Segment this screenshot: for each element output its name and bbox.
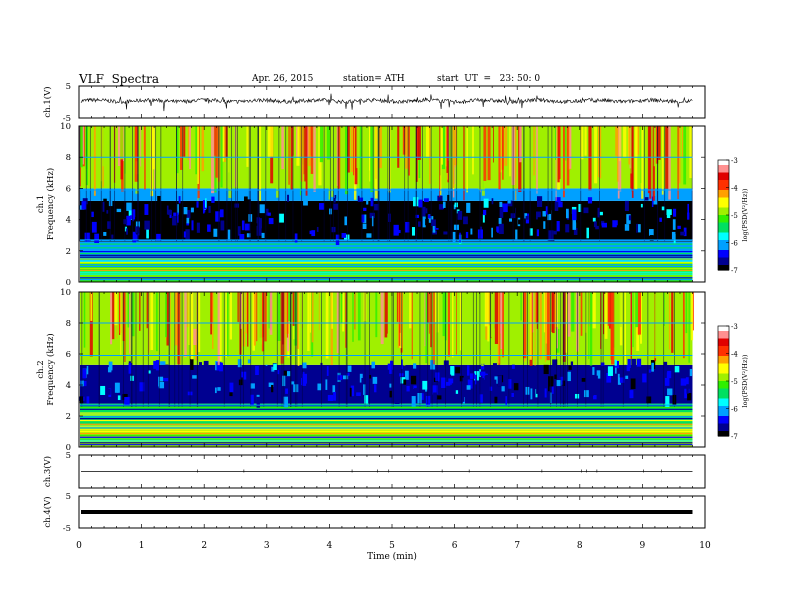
ch1-ytick-label: 0	[66, 278, 71, 288]
x-tick-label: 9	[640, 541, 646, 551]
ch1-colorbar-label: log(PSD(V²/Hz))	[741, 188, 749, 241]
ch2-ytick-label: 10	[60, 288, 71, 298]
ch1-ytick-label: 10	[60, 122, 71, 132]
ch1-ytick-label: 8	[66, 153, 71, 163]
ch1-colorbar-tick: -4	[731, 185, 738, 193]
ch1-colorbar-tick: -3	[731, 157, 738, 165]
ch2-colorbar-label: log(PSD(V²/Hz))	[741, 354, 749, 407]
ch2-colorbar-tick: -4	[731, 351, 738, 359]
ch1-colorbar-tick: -6	[731, 240, 738, 248]
ch4-ytick-label: 5	[66, 492, 71, 502]
ch1-ytick-label: 4	[66, 216, 71, 226]
ch1-colorbar: -3 -4 -5 -6 -7 log(PSD(V²/Hz))	[717, 157, 749, 275]
ch2-spectrogram-ylabel: ch.2Frequency (kHz)	[36, 333, 56, 405]
x-tick-label: 4	[327, 541, 333, 551]
ch2-ytick-label: 2	[66, 412, 71, 422]
ch2-ytick-label: 4	[66, 381, 71, 391]
ch1-colorbar-tick: -5	[731, 212, 738, 220]
ch2-colorbar: -3 -4 -5 -6 -7 log(PSD(V²/Hz))	[717, 323, 749, 441]
ch1-spectrogram-ylabel: ch.1Frequency (kHz)	[36, 168, 56, 240]
ch1-ytick-label: 2	[66, 247, 71, 257]
ch1-waveform-panel: 5 -5 ch.1(V)	[42, 82, 706, 124]
x-axis-label: Time (min)	[367, 551, 417, 562]
ch2-spectrogram-panel: 0 2 4 6 8 10 ch.2Frequency (kHz)	[36, 288, 706, 453]
ch1-ytick-label: 6	[66, 184, 71, 194]
ch3-ytick-label: 5	[66, 451, 71, 461]
x-tick-label: 10	[699, 541, 711, 551]
figure-title: VLF Spectra	[79, 72, 160, 86]
x-tick-label: 2	[201, 541, 207, 551]
x-tick-label: 6	[452, 541, 458, 551]
ch2-colorbar-tick: -3	[731, 323, 738, 331]
ch1-colorbar-tick: -7	[731, 267, 738, 275]
ch1-waveform-trace	[80, 93, 693, 112]
ch1-colorbar-gradient	[718, 160, 729, 271]
time-axis: 0 1 2 3 4 5 6 7 8 9 10 Time (min)	[76, 541, 711, 562]
ch2-ytick-label: 8	[66, 319, 71, 329]
ch2-colorbar-gradient	[718, 326, 729, 437]
ch2-colorbar-tick: -7	[731, 433, 738, 441]
ch3-waveform-panel: 5 ch.3(V)	[42, 451, 706, 489]
ch4-ytick-label: -5	[63, 524, 71, 534]
start-time-label: start UT = 23: 50: 0	[437, 74, 541, 84]
date-label: Apr. 26, 2015	[252, 74, 314, 84]
ch2-colorbar-tick: -6	[731, 406, 738, 414]
x-tick-label: 7	[514, 541, 520, 551]
ch2-spectrogram-image	[79, 292, 694, 447]
ch1-ytick-label: 5	[66, 82, 71, 92]
x-tick-label: 5	[389, 541, 395, 551]
ch2-ytick-label: 0	[66, 443, 71, 453]
x-tick-label: 3	[264, 541, 270, 551]
x-tick-label: 1	[139, 541, 145, 551]
ch3-waveform-ylabel: ch.3(V)	[42, 456, 53, 487]
ch2-ytick-label: 6	[66, 350, 71, 360]
station-label: station= ATH	[343, 74, 405, 84]
x-tick-label: 0	[76, 541, 82, 551]
x-tick-label: 8	[577, 541, 583, 551]
ch1-ytick-label: -5	[63, 114, 71, 124]
ch2-colorbar-tick: -5	[731, 378, 738, 386]
ch1-spectrogram-panel: 0 2 4 6 8 10 ch.1Frequency (kHz)	[36, 122, 706, 288]
ch4-waveform-ylabel: ch.4(V)	[42, 496, 53, 527]
ch1-spectrogram-image	[79, 126, 693, 282]
ch4-waveform-panel: 5 -5 ch.4(V)	[42, 492, 706, 534]
ch1-waveform-ylabel: ch.1(V)	[42, 86, 53, 117]
